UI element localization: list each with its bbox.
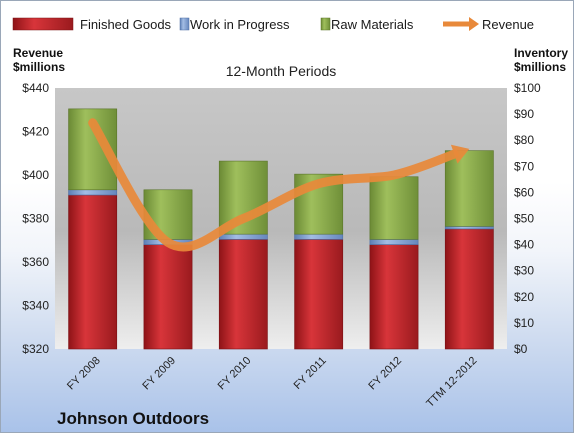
right-tick-label: $30 <box>514 264 534 278</box>
right-tick-label: $60 <box>514 185 534 199</box>
bar-segment-finished-goods <box>295 239 343 349</box>
left-axis-title-line2: $millions <box>13 60 65 74</box>
bar-segment-work-in-progress <box>69 190 117 195</box>
left-tick-label: $420 <box>22 125 49 139</box>
right-tick-label: $40 <box>514 238 534 252</box>
left-tick-label: $360 <box>22 255 49 269</box>
legend-swatch-work-in-progress <box>180 18 189 30</box>
right-axis-title-line1: Inventory <box>514 46 568 60</box>
legend-label-raw-materials: Raw Materials <box>331 17 414 32</box>
legend-swatch-raw-materials <box>321 18 330 30</box>
bar-segment-finished-goods <box>219 239 267 349</box>
x-tick-label: FY 2010 <box>216 355 254 393</box>
legend-label-revenue: Revenue <box>482 17 534 32</box>
x-tick-label: TTM 12-2012 <box>424 355 479 410</box>
legend-swatch-finished-goods <box>13 18 73 30</box>
plot-area <box>55 88 507 349</box>
left-axis-ticks: $320 $340 $360 $380 $400 $420 $440 <box>22 81 49 356</box>
bar-segment-finished-goods <box>144 245 192 349</box>
bar-segment-work-in-progress <box>445 226 493 229</box>
bar-segment-raw-materials <box>445 151 493 227</box>
right-axis-title-line2: $millions <box>514 60 566 74</box>
legend: Finished Goods Work in Progress Raw Mate… <box>13 17 534 32</box>
left-tick-label: $380 <box>22 212 49 226</box>
right-axis-ticks: $0 $10 $20 $30 $40 $50 $60 $70 $80 $90 $100 <box>514 81 541 356</box>
bar-segment-work-in-progress <box>219 234 267 239</box>
bar-segment-work-in-progress <box>295 234 343 239</box>
bar-segment-finished-goods <box>370 245 418 349</box>
right-tick-label: $20 <box>514 290 534 304</box>
bar-segment-raw-materials <box>370 177 418 240</box>
right-tick-label: $80 <box>514 133 534 147</box>
left-tick-label: $320 <box>22 342 49 356</box>
right-tick-label: $90 <box>514 107 534 121</box>
right-tick-label: $50 <box>514 212 534 226</box>
bar-segment-finished-goods <box>69 195 117 349</box>
x-axis-ticks: FY 2008 FY 2009 FY 2010 FY 2011 FY 2012 TTM 1… <box>65 355 479 410</box>
legend-label-work-in-progress: Work in Progress <box>190 17 290 32</box>
legend-label-finished-goods: Finished Goods <box>80 17 172 32</box>
left-tick-label: $340 <box>22 299 49 313</box>
left-tick-label: $400 <box>22 168 49 182</box>
legend-swatch-revenue-arrowhead <box>469 17 479 31</box>
right-tick-label: $10 <box>514 316 534 330</box>
right-tick-label: $100 <box>514 81 541 95</box>
x-tick-label: FY 2011 <box>292 355 329 392</box>
chart-subtitle: 12-Month Periods <box>226 63 337 79</box>
bar-segment-work-in-progress <box>370 239 418 244</box>
bar-segment-finished-goods <box>445 229 493 349</box>
left-tick-label: $440 <box>22 81 49 95</box>
x-tick-label: FY 2012 <box>366 355 404 393</box>
right-tick-label: $0 <box>514 342 528 356</box>
left-axis-title-line1: Revenue <box>13 46 63 60</box>
right-tick-label: $70 <box>514 159 534 173</box>
company-name: Johnson Outdoors <box>57 409 209 428</box>
x-tick-label: FY 2009 <box>140 355 178 393</box>
x-tick-label: FY 2008 <box>65 355 103 393</box>
